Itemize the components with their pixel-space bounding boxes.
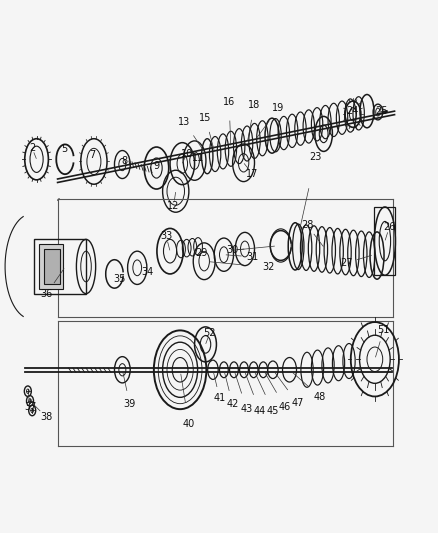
Text: 13: 13 — [178, 117, 190, 127]
Text: 47: 47 — [290, 398, 303, 408]
FancyBboxPatch shape — [44, 249, 60, 284]
Text: 24: 24 — [345, 106, 357, 116]
Text: 19: 19 — [272, 103, 284, 113]
Text: 40: 40 — [182, 419, 194, 429]
Text: 8: 8 — [121, 156, 127, 166]
Text: 39: 39 — [124, 399, 136, 409]
Text: 34: 34 — [141, 266, 153, 277]
Text: 32: 32 — [262, 262, 275, 272]
Text: 43: 43 — [240, 403, 252, 414]
Text: 46: 46 — [279, 402, 290, 413]
Text: 5: 5 — [61, 144, 67, 154]
Text: 29: 29 — [194, 248, 207, 259]
Text: 44: 44 — [253, 406, 265, 416]
Text: 27: 27 — [339, 258, 352, 268]
Text: 26: 26 — [382, 222, 395, 232]
Text: 38: 38 — [40, 413, 53, 423]
Text: 23: 23 — [309, 152, 321, 162]
Text: 15: 15 — [199, 112, 211, 123]
Text: 35: 35 — [113, 274, 126, 284]
Text: 51: 51 — [377, 325, 389, 335]
FancyBboxPatch shape — [39, 244, 63, 289]
Text: 30: 30 — [226, 245, 238, 255]
Text: 7: 7 — [89, 150, 95, 160]
Text: 11: 11 — [191, 153, 203, 163]
Text: 33: 33 — [159, 231, 172, 241]
Text: 18: 18 — [248, 100, 260, 110]
Text: 31: 31 — [246, 252, 258, 262]
Text: 28: 28 — [300, 220, 312, 230]
Text: 9: 9 — [152, 161, 159, 171]
Text: 16: 16 — [223, 98, 235, 107]
Text: 48: 48 — [313, 392, 325, 402]
Text: 10: 10 — [180, 149, 192, 159]
Text: 52: 52 — [203, 328, 215, 338]
Text: 12: 12 — [167, 201, 179, 211]
Text: 37: 37 — [24, 402, 36, 413]
Text: 42: 42 — [226, 399, 238, 409]
Text: 45: 45 — [266, 406, 279, 416]
Text: 17: 17 — [246, 169, 258, 179]
Text: 25: 25 — [374, 106, 387, 116]
Text: 2: 2 — [29, 143, 35, 154]
Text: 36: 36 — [40, 289, 53, 298]
Text: 41: 41 — [213, 393, 225, 403]
